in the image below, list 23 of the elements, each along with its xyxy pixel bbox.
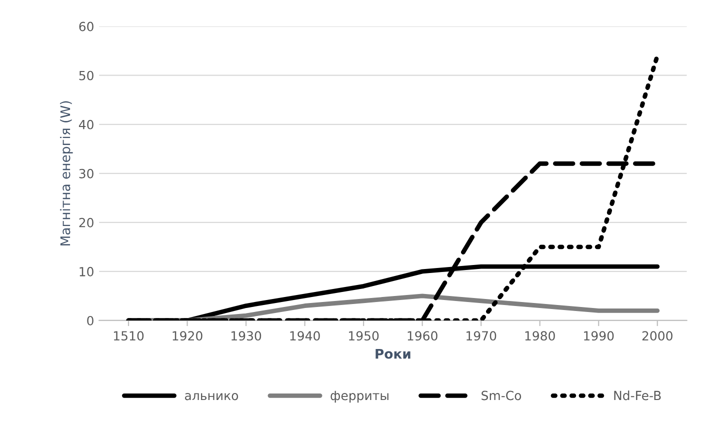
y-tick-label: 30 (79, 168, 94, 178)
x-tick-label: 1930 (231, 331, 262, 341)
y-tick-label: 0 (87, 316, 94, 326)
legend-label: альнико (184, 393, 238, 400)
y-tick-label: 20 (79, 218, 94, 228)
x-tick-label: 1950 (349, 331, 379, 341)
x-tick-label: 1920 (172, 331, 202, 341)
x-tick-label: 1990 (584, 331, 614, 341)
x-tick-label: 1970 (466, 331, 496, 341)
legend-label: Nd-Fe-B (614, 390, 661, 400)
x-tick-label: 1960 (408, 331, 438, 341)
x-tick-label: 2000 (642, 331, 672, 341)
y-tick-label: 40 (78, 120, 94, 130)
y-axis-title: Магнітна енергія (W) (60, 101, 73, 246)
y-tick-label: 50 (79, 70, 94, 80)
x-tick-label: 1980 (525, 331, 555, 341)
legend-label: Sm-Co (482, 390, 522, 400)
y-tick-label: 10 (80, 266, 94, 276)
x-tick-label: 1940 (290, 331, 320, 341)
legend-label: ферриты (330, 390, 388, 403)
x-tick-label: 1510 (114, 331, 144, 341)
y-tick-label: 60 (79, 22, 94, 32)
x-axis-title: Роки (376, 348, 410, 359)
